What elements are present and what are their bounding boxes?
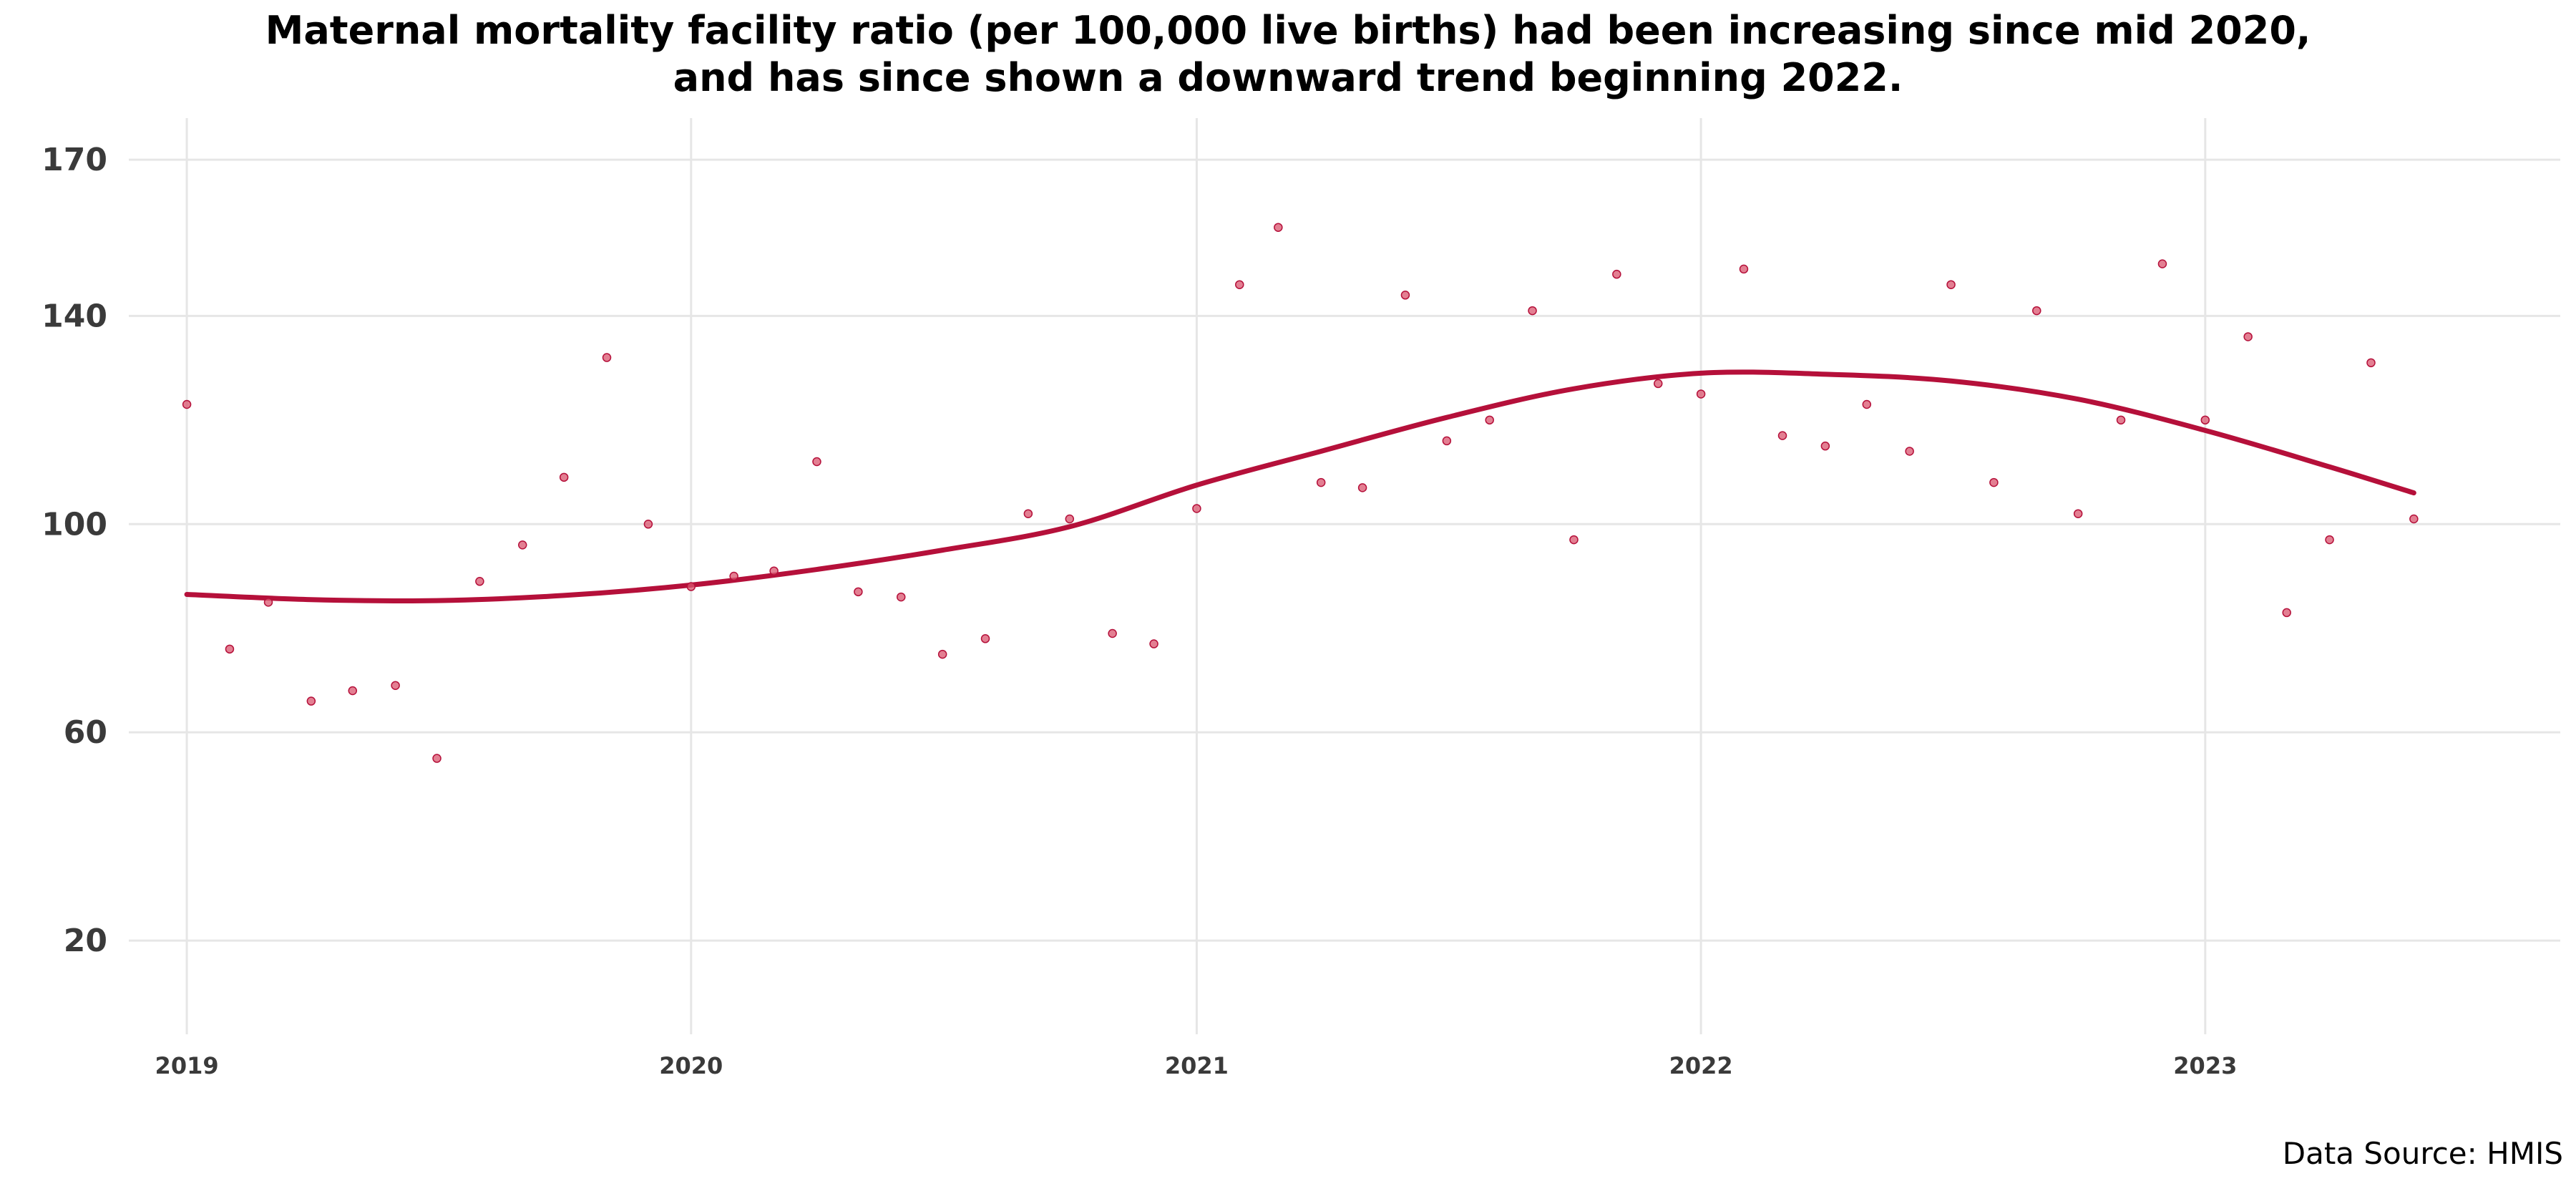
data-point	[1612, 269, 1621, 279]
trend-layer	[184, 369, 2416, 604]
chart-title-line-1: Maternal mortality facility ratio (per 1…	[265, 8, 2311, 53]
data-point	[643, 520, 653, 529]
x-tick-label: 2020	[659, 1052, 723, 1079]
data-point	[937, 649, 947, 659]
grid-layer	[129, 118, 2560, 1034]
y-tick-label: 100	[42, 506, 107, 543]
data-source-note: Data Source: HMIS	[2282, 1136, 2563, 1171]
points-layer	[182, 223, 2419, 763]
data-point	[1862, 399, 1872, 409]
data-point	[2366, 358, 2376, 368]
data-point	[1777, 431, 1787, 440]
data-point	[1989, 477, 1999, 487]
data-point	[2325, 535, 2334, 545]
data-point	[225, 644, 235, 654]
data-point	[1065, 514, 1075, 524]
data-point	[391, 681, 400, 690]
y-tick-label: 170	[42, 142, 107, 178]
data-point	[2282, 608, 2291, 618]
chart-title: Maternal mortality facility ratio (per 1…	[0, 7, 2576, 102]
data-point	[2073, 509, 2083, 518]
data-point	[602, 353, 612, 362]
data-point	[2243, 332, 2253, 341]
data-point	[348, 686, 358, 696]
data-point	[1696, 389, 1706, 399]
trend-line	[184, 369, 2416, 604]
data-point	[769, 566, 779, 575]
data-point	[432, 754, 441, 763]
x-tick-label: 2021	[1165, 1052, 1229, 1079]
data-point	[2116, 415, 2126, 425]
data-point	[517, 540, 527, 550]
data-point	[812, 457, 821, 467]
data-point	[1905, 447, 1914, 456]
data-point	[2157, 259, 2167, 268]
data-point	[1442, 436, 1452, 446]
y-tick-label: 20	[64, 923, 107, 959]
data-point	[1108, 628, 1117, 638]
data-point	[559, 472, 569, 482]
x-tick-label: 2023	[2173, 1052, 2237, 1079]
x-tick-label: 2019	[155, 1052, 219, 1079]
data-point	[729, 571, 738, 581]
x-tick-label: 2022	[1669, 1052, 1733, 1079]
data-point	[2200, 415, 2210, 425]
data-point	[980, 634, 990, 643]
data-point	[897, 592, 906, 602]
y-tick-label: 60	[64, 714, 107, 751]
data-point	[2032, 306, 2041, 316]
data-point	[1274, 223, 1283, 232]
data-point	[1023, 509, 1033, 518]
data-point	[475, 577, 484, 586]
data-point	[1739, 264, 1749, 274]
ticks-layer: 20 60 100 140 170 2019 2020 2021 2022 2023	[42, 142, 2237, 1079]
y-tick-label: 140	[42, 298, 107, 334]
data-point	[263, 598, 273, 607]
data-point	[1400, 291, 1410, 300]
data-point	[686, 582, 696, 591]
data-point	[1485, 415, 1494, 425]
data-point	[1569, 535, 1579, 545]
data-point	[182, 399, 192, 409]
data-point	[1946, 280, 1956, 289]
chart-title-line-2: and has since shown a downward trend beg…	[673, 55, 1903, 100]
data-point	[1192, 504, 1201, 513]
data-point	[1357, 483, 1367, 492]
data-point	[2409, 514, 2419, 524]
data-point	[306, 696, 316, 706]
data-point	[1235, 280, 1244, 289]
data-point	[854, 587, 863, 597]
data-point	[1149, 639, 1158, 648]
data-point	[1820, 441, 1830, 451]
data-point	[1316, 477, 1326, 487]
data-point	[1528, 306, 1537, 316]
data-point	[1654, 379, 1663, 389]
